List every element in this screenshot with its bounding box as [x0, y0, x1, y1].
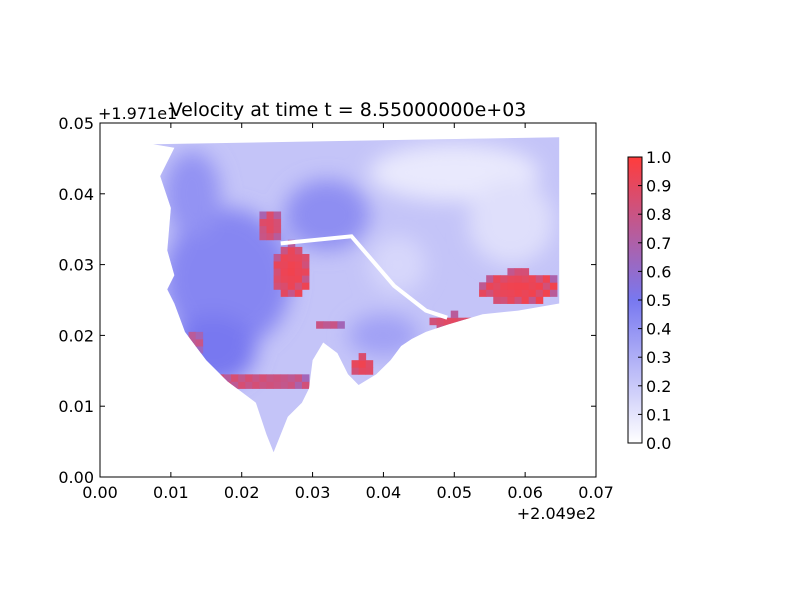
x-tick-label: 0.05 — [436, 483, 472, 502]
y-tick-label: 0.01 — [58, 397, 94, 416]
high-velocity-region — [273, 239, 310, 297]
y-offset-label: +1.971e1 — [98, 104, 177, 123]
x-tick-label: 0.02 — [224, 483, 260, 502]
x-tick-label: 0.04 — [366, 483, 402, 502]
colorbar-tick-label: 0.0 — [646, 434, 671, 453]
colorbar-tick-label: 0.2 — [646, 377, 671, 396]
y-tick-label: 0.05 — [58, 114, 94, 133]
x-tick-label: 0.00 — [82, 483, 118, 502]
high-velocity-region — [351, 353, 374, 375]
y-tick-label: 0.02 — [58, 326, 94, 345]
x-offset-label: +2.049e2 — [517, 504, 596, 523]
colorbar-tick-label: 0.8 — [646, 205, 671, 224]
high-velocity-region — [316, 321, 345, 329]
x-tick-label: 0.03 — [295, 483, 331, 502]
colorbar-tick-label: 0.1 — [646, 405, 671, 424]
high-velocity-region — [479, 268, 558, 304]
wall-boundary — [280, 234, 448, 320]
colorbar: 0.0 0.1 0.2 0.3 0.4 0.5 0.6 0.7 0.8 0.9 1.0 — [627, 148, 671, 453]
heatmap-field — [153, 137, 560, 453]
y-tick-label: 0.00 — [58, 468, 94, 487]
y-tick-label: 0.03 — [58, 256, 94, 275]
y-tick-label: 0.04 — [58, 185, 94, 204]
high-velocity-region — [259, 211, 282, 241]
chart-title: Velocity at time t = 8.55000000e+03 — [170, 99, 527, 121]
y-axis: 0.00 0.01 0.02 0.03 0.04 0.05 — [58, 114, 596, 487]
x-tick-label: 0.06 — [507, 483, 543, 502]
colorbar-tick-label: 0.3 — [646, 348, 671, 367]
plot-frame — [99, 122, 597, 478]
high-velocity-region — [188, 331, 204, 354]
x-tick-label: 0.01 — [153, 483, 189, 502]
colorbar-tick-label: 1.0 — [646, 148, 671, 167]
high-velocity-region — [202, 374, 310, 389]
colorbar-tick-label: 0.5 — [646, 291, 671, 310]
colorbar-tick-label: 0.4 — [646, 320, 671, 339]
x-tick-label: 0.07 — [578, 483, 614, 502]
colorbar-tick-label: 0.7 — [646, 234, 671, 253]
colorbar-tick-label: 0.6 — [646, 262, 671, 281]
colorbar-tick-label: 0.9 — [646, 177, 671, 196]
x-axis: 0.00 0.01 0.02 0.03 0.04 0.05 0.06 0.07 — [82, 123, 614, 502]
